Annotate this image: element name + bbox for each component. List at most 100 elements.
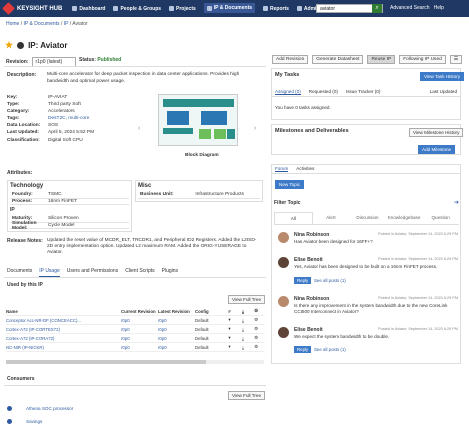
chevron-right-icon[interactable]: ›	[254, 125, 257, 132]
row-latest[interactable]: r0p0	[158, 335, 167, 341]
sort-dropdown[interactable]: Last Updated	[429, 89, 457, 94]
row-name-link[interactable]: Conceptor Acc-NR-DF (CONCEACC)...	[6, 317, 81, 323]
nav-people[interactable]: People & Groups	[113, 4, 161, 13]
col-name[interactable]: Name	[6, 308, 18, 314]
chevron-down-icon[interactable]: ▾	[228, 344, 231, 349]
filter-discussion[interactable]: Discussion	[356, 215, 379, 220]
post-author[interactable]: Elise Benoit	[294, 257, 323, 263]
help-menu[interactable]: Help	[433, 5, 444, 11]
scrollbar-thumb[interactable]	[6, 360, 206, 364]
settings-icon[interactable]	[17, 42, 25, 49]
filter-question[interactable]: Question	[431, 215, 450, 220]
block-diagram-image[interactable]	[158, 94, 238, 146]
add-revision-button[interactable]: Add Revision	[272, 55, 309, 64]
following-button[interactable]: Following IP Used	[399, 55, 446, 64]
consumer-link[interactable]: Athena SOC processor	[26, 406, 74, 411]
row-current[interactable]: r0p0	[121, 344, 130, 350]
view-full-tree-button[interactable]: View Full Tree	[228, 295, 266, 304]
nav-projects[interactable]: Projects	[169, 4, 196, 13]
consumer-item[interactable]: Athena SOC processor	[7, 406, 73, 411]
generate-datasheet-button[interactable]: Generate Datasheet	[312, 55, 364, 64]
nav-dashboard[interactable]: Dashboard	[72, 4, 105, 13]
horizontal-scrollbar[interactable]	[6, 360, 264, 364]
filter-alert[interactable]: Alert	[326, 215, 336, 220]
download-icon[interactable]: ⤓	[242, 344, 244, 350]
col-current[interactable]: Current Revision	[121, 308, 156, 314]
new-topic-button[interactable]: New Topic	[275, 180, 305, 189]
see-all-posts-link[interactable]: See all posts (1)	[314, 347, 346, 352]
view-task-history-button[interactable]: View Task History	[420, 72, 465, 81]
reuse-ip-button[interactable]: Reuse IP	[367, 55, 396, 64]
see-all-posts-link[interactable]: See all posts (1)	[314, 278, 346, 283]
chevron-down-icon[interactable]: ▾	[228, 335, 231, 340]
post-author[interactable]: Nina Robinson	[294, 232, 330, 238]
row-latest[interactable]: r0p0	[158, 344, 167, 350]
reply-button[interactable]: Reply	[294, 277, 312, 284]
consumer-item[interactable]: Savings	[7, 419, 42, 424]
row-name-link[interactable]: Cortex-A72 (IP-CORTEX72)	[6, 326, 60, 332]
forum-post[interactable]: Nina Robinson Posted in Aviator, Septemb…	[278, 296, 458, 322]
brand-logo[interactable]: KEYSIGHT HUB	[2, 2, 62, 15]
download-icon[interactable]: ⤓	[242, 335, 244, 341]
filter-all[interactable]: All	[274, 212, 313, 224]
row-latest[interactable]: r0p0	[158, 317, 167, 323]
download-icon[interactable]: ⤓	[242, 326, 244, 332]
table-row[interactable]: Cortex-A72 (IP-CORTEX72) r0p0 r0p0 Default ▾…	[6, 325, 264, 334]
star-icon[interactable]: ★	[5, 40, 14, 50]
crumb-ip[interactable]: IP	[63, 21, 69, 27]
forum-post[interactable]: Elise Benoit Posted in Aviator, Septembe…	[278, 257, 458, 287]
chevron-left-icon[interactable]: ‹	[138, 125, 141, 132]
tab-users-permissions[interactable]: Users and Permissions	[66, 268, 119, 274]
tab-assigned[interactable]: Assigned (0)	[275, 89, 301, 95]
gear-icon[interactable]: ⚙	[254, 344, 258, 349]
avatar[interactable]	[278, 257, 289, 268]
tags-link[interactable]: DesT2C, multi-core	[48, 116, 90, 122]
row-latest[interactable]: r0p0	[158, 326, 167, 332]
consumers-view-full-tree-button[interactable]: View Full Tree	[228, 391, 266, 400]
nav-reports[interactable]: Reports	[263, 4, 289, 13]
forum-post[interactable]: Elise Benoit Posted in Aviator, Septembe…	[278, 327, 458, 357]
table-row[interactable]: NC-NIR (IP-NICKR) r0p0 r0p0 Default ▾ ⤓ ⚙	[6, 343, 264, 352]
row-current[interactable]: r0p0	[121, 335, 130, 341]
tab-plugins[interactable]: Plugins	[161, 268, 179, 274]
col-latest[interactable]: Latest Revision	[158, 308, 190, 314]
post-author[interactable]: Nina Robinson	[294, 296, 330, 302]
row-name-link[interactable]: Cortex-A72 (IP-CORA72)	[6, 335, 55, 341]
consumer-link[interactable]: Savings	[26, 419, 43, 424]
row-name-link[interactable]: NC-NIR (IP-NICKR)	[6, 344, 44, 350]
nav-ip-documents[interactable]: IP & Documents	[203, 3, 256, 13]
filter-knowledgebase[interactable]: Knowledgebase	[387, 215, 421, 220]
crumb-home[interactable]: Home	[6, 21, 20, 27]
gear-icon[interactable]: ⚙	[254, 326, 258, 331]
tab-activities[interactable]: Activities	[296, 166, 315, 171]
chevron-down-icon[interactable]: ▾	[228, 326, 231, 331]
advanced-search-link[interactable]: Advanced Search	[390, 5, 430, 11]
row-current[interactable]: r0p0	[121, 326, 130, 332]
gear-icon[interactable]: ⚙	[254, 317, 258, 322]
tab-requested[interactable]: Requested (0)	[308, 89, 338, 94]
tab-issue-tracker[interactable]: Issue Tracker (0)	[345, 89, 381, 94]
reply-button[interactable]: Reply	[294, 346, 312, 353]
post-author[interactable]: Elise Benoit	[294, 327, 323, 333]
tab-documents[interactable]: Documents	[7, 268, 33, 274]
table-row[interactable]: Conceptor Acc-NR-DF (CONCEACC)... r0p0 r0p…	[6, 316, 264, 325]
search-input[interactable]: aviator	[316, 4, 383, 13]
tab-client-scripts[interactable]: Client Scripts	[125, 268, 155, 274]
more-menu-button[interactable]: ☰	[449, 55, 463, 64]
tab-forum[interactable]: Forum	[275, 166, 289, 172]
search-button[interactable]: ⌕	[372, 4, 382, 13]
download-icon[interactable]: ⤓	[242, 317, 244, 323]
crumb-ip-docs[interactable]: IP & Documents	[23, 21, 60, 27]
arrow-right-icon[interactable]: ➔	[454, 200, 460, 206]
avatar[interactable]	[278, 296, 289, 307]
gear-icon[interactable]: ⚙	[254, 335, 258, 340]
table-row[interactable]: Cortex-A72 (IP-CORA72) r0p0 r0p0 Default ▾ ⤓ ⚙	[6, 334, 264, 343]
col-config[interactable]: Config	[195, 308, 209, 314]
view-milestone-history-button[interactable]: View Milestone History	[409, 128, 464, 137]
tab-ip-usage[interactable]: IP Usage	[39, 268, 60, 277]
forum-post[interactable]: Nina Robinson Posted in Aviator, Septemb…	[278, 232, 458, 254]
avatar[interactable]	[278, 232, 289, 243]
chevron-down-icon[interactable]: ▾	[228, 317, 231, 322]
avatar[interactable]	[278, 327, 289, 338]
row-current[interactable]: r0p0	[121, 317, 130, 323]
